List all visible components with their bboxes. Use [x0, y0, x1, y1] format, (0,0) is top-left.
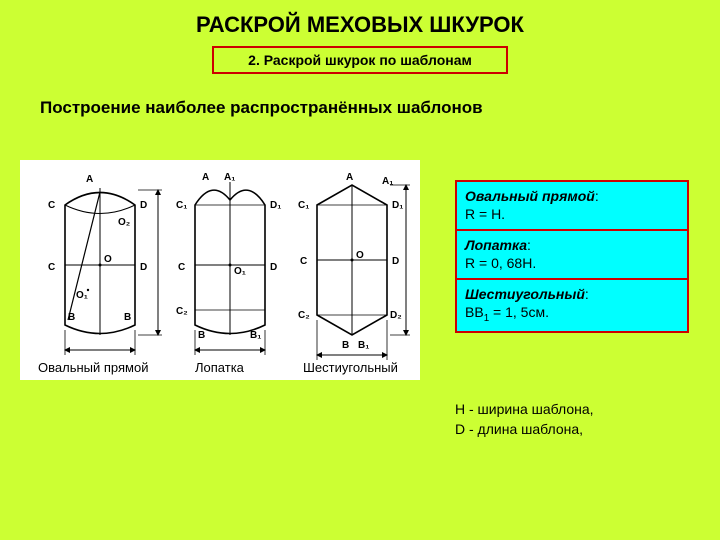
diagram-area: A C D O₂ C D O O₁ B B Овальный прямой A … [20, 160, 420, 380]
lbl3-B: B [342, 340, 349, 351]
lbl3-C: C [300, 256, 307, 267]
info-formula-2: R = 0, 68H. [465, 255, 536, 271]
legend-line-1: H - ширина шаблона, [455, 400, 594, 420]
legend: H - ширина шаблона, D - длина шаблона, [455, 400, 594, 439]
lbl3-C2: C₂ [298, 310, 310, 321]
lbl-D: D [140, 200, 147, 211]
lbl-B2: B [124, 312, 131, 323]
info-name-2: Лопатка [465, 237, 527, 253]
lbl2-B1: B₁ [250, 330, 261, 341]
lbl3-C1: C₁ [298, 200, 309, 211]
page-title: РАСКРОЙ МЕХОВЫХ ШКУРОК [0, 0, 720, 38]
info-box: Овальный прямой: R = H. Лопатка: R = 0, … [455, 180, 689, 333]
legend-line-2: D - длина шаблона, [455, 420, 594, 440]
lbl2-O: O₁ [234, 266, 246, 277]
lbl3-D1: D₁ [392, 200, 403, 211]
lbl3-B1: B₁ [358, 340, 369, 351]
lbl-O1: O₁ [76, 290, 88, 301]
info-row-3: Шестиугольный: BB1 = 1, 5см. [457, 278, 687, 331]
lbl3-D2: D₂ [390, 310, 402, 321]
lbl-C: C [48, 200, 55, 211]
lbl2-C: C [178, 262, 185, 273]
lbl-A: A [86, 174, 93, 185]
lbl2-A: A [202, 172, 209, 183]
lbl2-D: D [270, 262, 277, 273]
lbl2-C1: C₁ [176, 200, 187, 211]
info-name-1: Овальный прямой [465, 188, 595, 204]
lbl-B: B [68, 312, 75, 323]
caption-3: Шестиугольный [303, 360, 398, 375]
lbl2-B: B [198, 330, 205, 341]
lbl-O2: O₂ [118, 217, 130, 228]
lbl2-D1: D₁ [270, 200, 281, 211]
section-heading: Построение наиболее распространённых шаб… [40, 98, 720, 118]
lbl3-A: A [346, 172, 353, 183]
lbl2-A1: A₁ [224, 172, 235, 183]
info-row-1: Овальный прямой: R = H. [457, 182, 687, 229]
info-row-2: Лопатка: R = 0, 68H. [457, 229, 687, 278]
info-formula-3: BB1 = 1, 5см. [465, 304, 549, 320]
caption-1: Овальный прямой [38, 360, 148, 375]
lbl-O: O [104, 254, 112, 265]
lbl3-O: O [356, 250, 364, 261]
subtitle-box: 2. Раскрой шкурок по шаблонам [212, 46, 508, 74]
lbl-Dm: D [140, 262, 147, 273]
lbl-Cm: C [48, 262, 55, 273]
lbl2-C2: C₂ [176, 306, 188, 317]
info-formula-1: R = H. [465, 206, 505, 222]
info-name-3: Шестиугольный [465, 286, 585, 302]
caption-2: Лопатка [195, 360, 245, 375]
lbl3-D: D [392, 256, 399, 267]
